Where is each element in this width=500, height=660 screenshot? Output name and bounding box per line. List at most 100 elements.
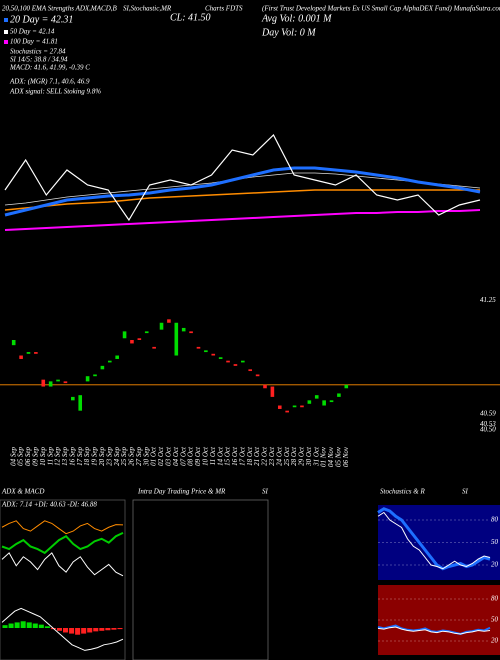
annotation: 20 Day = 42.31 bbox=[10, 14, 73, 25]
panel-subtitle: SI bbox=[262, 488, 269, 496]
x-tick-label: 04 Nov bbox=[327, 446, 335, 467]
bar bbox=[105, 628, 111, 631]
x-tick-label: 11 Oct bbox=[209, 446, 217, 465]
legend-swatch bbox=[4, 30, 8, 34]
annotation: Charts FDTS bbox=[205, 5, 243, 13]
bar bbox=[93, 628, 99, 632]
legend-swatch bbox=[4, 18, 8, 22]
annotation: ADX: (MGR) 7.1, 40.6, 46.9 bbox=[9, 78, 90, 86]
adx-panel bbox=[0, 499, 126, 660]
x-tick-label: 01 Oct bbox=[150, 446, 158, 466]
annotation: SI,Stochastic,MR bbox=[123, 5, 172, 13]
series-line bbox=[4, 134, 481, 222]
series-line bbox=[377, 626, 491, 635]
bar bbox=[14, 622, 20, 628]
bar bbox=[2, 625, 8, 628]
x-tick-label: 18 Sep bbox=[83, 447, 91, 466]
annotation: (First Trust Developed Markets Ex US Sma… bbox=[262, 5, 500, 13]
bar bbox=[117, 628, 123, 630]
bar bbox=[38, 624, 44, 628]
x-tick-label: 09 Sep bbox=[31, 447, 39, 466]
bar bbox=[26, 622, 32, 628]
x-tick-label: 06 Nov bbox=[342, 446, 350, 467]
x-tick-label: 31 Oct bbox=[312, 446, 320, 467]
x-tick-label: 18 Oct bbox=[246, 446, 254, 466]
candle bbox=[241, 360, 245, 363]
y-tick-label: 40.53 bbox=[480, 420, 496, 428]
x-tick-label: 04 Sep bbox=[9, 447, 17, 466]
x-tick-label: 17 Oct bbox=[238, 446, 246, 466]
annotation: 50 Day = 42.14 bbox=[10, 28, 55, 36]
candle bbox=[277, 405, 282, 409]
series-line bbox=[4, 166, 481, 217]
panel-title: Stochastics & R bbox=[380, 488, 425, 496]
x-tick-label: 30 Oct bbox=[305, 446, 313, 467]
candle bbox=[26, 352, 31, 354]
x-tick-label: 23 Oct bbox=[268, 446, 276, 466]
x-tick-label: 16 Oct bbox=[231, 446, 239, 466]
x-tick-label: 16 Sep bbox=[68, 447, 76, 466]
y-tick-label: 20 bbox=[491, 561, 499, 569]
candle bbox=[204, 350, 208, 353]
candle bbox=[56, 379, 60, 382]
bar bbox=[69, 628, 75, 634]
x-tick-label: 19 Sep bbox=[91, 447, 99, 466]
x-tick-label: 24 Oct bbox=[275, 446, 283, 466]
panel-subtitle: SI bbox=[462, 488, 469, 496]
x-tick-label: 14 Oct bbox=[216, 446, 224, 466]
x-tick-label: 22 Oct bbox=[261, 446, 269, 466]
y-tick-label: 80 bbox=[491, 516, 499, 524]
x-tick-label: 01 Nov bbox=[320, 446, 328, 467]
candle bbox=[19, 355, 23, 359]
x-tick-label: 10 Sep bbox=[39, 447, 47, 466]
series-line bbox=[4, 209, 481, 231]
x-tick-label: 10 Oct bbox=[201, 446, 209, 466]
x-tick-label: 25 Sep bbox=[120, 447, 128, 466]
y-tick-label: 40.50 bbox=[480, 425, 496, 433]
y-tick-label: 20 bbox=[491, 637, 499, 645]
annotation: Avg Vol: 0.001 M bbox=[261, 13, 332, 24]
candle bbox=[344, 384, 349, 389]
legend-swatch bbox=[4, 40, 8, 44]
candle bbox=[122, 331, 127, 339]
x-tick-label: 27 Sep bbox=[135, 447, 143, 466]
candle bbox=[181, 327, 186, 332]
x-tick-label: 11 Sep bbox=[46, 447, 54, 466]
candle bbox=[248, 369, 253, 372]
series-line bbox=[1, 552, 124, 577]
candle bbox=[48, 381, 53, 387]
candle bbox=[314, 395, 319, 399]
x-tick-label: 24 Sep bbox=[113, 447, 121, 466]
x-tick-label: 03 Oct bbox=[165, 446, 173, 466]
bar bbox=[81, 628, 87, 634]
series-line bbox=[1, 520, 124, 535]
candle bbox=[263, 384, 267, 389]
y-tick-label: 50 bbox=[491, 538, 499, 546]
bar bbox=[99, 628, 105, 631]
x-tick-label: 25 Oct bbox=[283, 446, 291, 466]
bar bbox=[56, 628, 62, 631]
y-tick-label: 80 bbox=[491, 595, 499, 603]
series-line bbox=[1, 531, 124, 555]
candle bbox=[329, 400, 334, 403]
x-tick-label: 04 Oct bbox=[172, 446, 180, 466]
candle bbox=[307, 400, 312, 404]
candle bbox=[167, 319, 171, 323]
bar bbox=[75, 628, 81, 635]
candle bbox=[11, 340, 16, 346]
candle bbox=[322, 400, 326, 406]
x-tick-label: 21 Oct bbox=[253, 446, 261, 466]
x-tick-label: 05 Sep bbox=[17, 447, 25, 466]
x-tick-label: 28 Oct bbox=[290, 446, 298, 466]
bar bbox=[111, 628, 117, 630]
candle bbox=[93, 374, 97, 377]
candle bbox=[196, 346, 201, 349]
x-tick-label: 26 Sep bbox=[128, 447, 136, 466]
intraday-panel bbox=[132, 499, 269, 660]
annotation: CL: 41.50 bbox=[170, 12, 211, 23]
candle bbox=[34, 352, 38, 354]
candle bbox=[41, 379, 46, 387]
panel-title: Intra Day Trading Price & MR bbox=[137, 488, 226, 496]
x-tick-label: 23 Sep bbox=[105, 447, 113, 466]
